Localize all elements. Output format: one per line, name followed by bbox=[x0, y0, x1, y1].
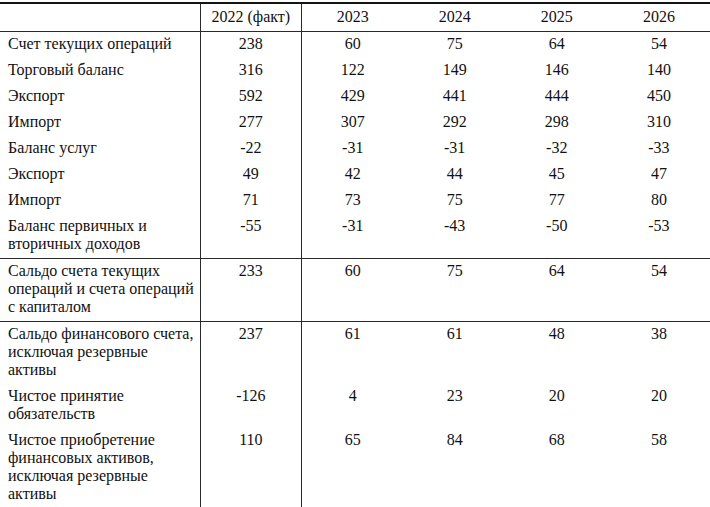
row-label: Сальдо счета текущих операций и счета оп… bbox=[0, 259, 200, 322]
cell-value: 48 bbox=[506, 322, 608, 385]
cell-value: 23 bbox=[404, 384, 506, 428]
cell-value: 58 bbox=[608, 428, 710, 507]
cell-value: -31 bbox=[301, 136, 403, 162]
row-label: Счет текущих операций bbox=[0, 32, 200, 59]
cell-value: 65 bbox=[301, 428, 403, 507]
table-row: Экспорт592429441444450 bbox=[0, 84, 710, 110]
cell-value: -31 bbox=[301, 214, 403, 259]
cell-value: 310 bbox=[608, 110, 710, 136]
balance-of-payments-table: 2022 (факт) 2023 2024 2025 2026 Счет тек… bbox=[0, 2, 710, 507]
table-row: Чистое принятие обязательств-1264232020 bbox=[0, 384, 710, 428]
cell-value: 292 bbox=[404, 110, 506, 136]
cell-value: 38 bbox=[608, 322, 710, 385]
header-row: 2022 (факт) 2023 2024 2025 2026 bbox=[0, 3, 710, 32]
cell-value: 75 bbox=[404, 259, 506, 322]
cell-value: 146 bbox=[506, 58, 608, 84]
column-header-2023: 2023 bbox=[301, 3, 403, 32]
cell-value: 4 bbox=[301, 384, 403, 428]
row-label: Баланс первичных и вторичных доходов bbox=[0, 214, 200, 259]
cell-value: 592 bbox=[200, 84, 301, 110]
cell-value: 316 bbox=[200, 58, 301, 84]
cell-value: 77 bbox=[506, 188, 608, 214]
cell-value: -53 bbox=[608, 214, 710, 259]
cell-value: 450 bbox=[608, 84, 710, 110]
cell-value: 429 bbox=[301, 84, 403, 110]
row-label: Чистое приобретение финансовых активов, … bbox=[0, 428, 200, 507]
cell-value: -33 bbox=[608, 136, 710, 162]
cell-value: -22 bbox=[200, 136, 301, 162]
cell-value: 444 bbox=[506, 84, 608, 110]
cell-value: -32 bbox=[506, 136, 608, 162]
cell-value: 75 bbox=[404, 188, 506, 214]
cell-value: 64 bbox=[506, 32, 608, 59]
cell-value: 45 bbox=[506, 162, 608, 188]
cell-value: 54 bbox=[608, 32, 710, 59]
table-row: Счет текущих операций23860756454 bbox=[0, 32, 710, 59]
row-label: Экспорт bbox=[0, 162, 200, 188]
table-row: Торговый баланс316122149146140 bbox=[0, 58, 710, 84]
cell-value: 60 bbox=[301, 32, 403, 59]
document-page: 2022 (факт) 2023 2024 2025 2026 Счет тек… bbox=[0, 0, 710, 507]
cell-value: 84 bbox=[404, 428, 506, 507]
row-label: Сальдо финансового счета, исключая резер… bbox=[0, 322, 200, 385]
cell-value: 61 bbox=[301, 322, 403, 385]
column-header-2024: 2024 bbox=[404, 3, 506, 32]
cell-value: 238 bbox=[200, 32, 301, 59]
column-header-2025: 2025 bbox=[506, 3, 608, 32]
cell-value: -126 bbox=[200, 384, 301, 428]
cell-value: 122 bbox=[301, 58, 403, 84]
table-row: Баланс услуг-22-31-31-32-33 bbox=[0, 136, 710, 162]
cell-value: 60 bbox=[301, 259, 403, 322]
table-row: Сальдо счета текущих операций и счета оп… bbox=[0, 259, 710, 322]
row-label: Баланс услуг bbox=[0, 136, 200, 162]
cell-value: 73 bbox=[301, 188, 403, 214]
column-header-2022-fact: 2022 (факт) bbox=[200, 3, 301, 32]
cell-value: 61 bbox=[404, 322, 506, 385]
table-row: Чистое приобретение финансовых активов, … bbox=[0, 428, 710, 507]
cell-value: 277 bbox=[200, 110, 301, 136]
table-row: Сальдо финансового счета, исключая резер… bbox=[0, 322, 710, 385]
row-label: Импорт bbox=[0, 188, 200, 214]
cell-value: 71 bbox=[200, 188, 301, 214]
cell-value: -31 bbox=[404, 136, 506, 162]
corner-cell bbox=[0, 3, 200, 32]
cell-value: 47 bbox=[608, 162, 710, 188]
cell-value: 20 bbox=[506, 384, 608, 428]
cell-value: 80 bbox=[608, 188, 710, 214]
row-label: Торговый баланс bbox=[0, 58, 200, 84]
cell-value: -55 bbox=[200, 214, 301, 259]
cell-value: 42 bbox=[301, 162, 403, 188]
cell-value: 49 bbox=[200, 162, 301, 188]
cell-value: 68 bbox=[506, 428, 608, 507]
cell-value: 233 bbox=[200, 259, 301, 322]
row-label: Чистое принятие обязательств bbox=[0, 384, 200, 428]
cell-value: 441 bbox=[404, 84, 506, 110]
table-row: Экспорт4942444547 bbox=[0, 162, 710, 188]
table-row: Импорт7173757780 bbox=[0, 188, 710, 214]
row-label: Экспорт bbox=[0, 84, 200, 110]
row-label: Импорт bbox=[0, 110, 200, 136]
cell-value: 149 bbox=[404, 58, 506, 84]
cell-value: -50 bbox=[506, 214, 608, 259]
table-row: Импорт277307292298310 bbox=[0, 110, 710, 136]
data-table: 2022 (факт) 2023 2024 2025 2026 Счет тек… bbox=[0, 2, 710, 507]
cell-value: 298 bbox=[506, 110, 608, 136]
cell-value: 140 bbox=[608, 58, 710, 84]
table-row: Баланс первичных и вторичных доходов-55-… bbox=[0, 214, 710, 259]
cell-value: 54 bbox=[608, 259, 710, 322]
cell-value: 237 bbox=[200, 322, 301, 385]
cell-value: 307 bbox=[301, 110, 403, 136]
cell-value: 44 bbox=[404, 162, 506, 188]
cell-value: -43 bbox=[404, 214, 506, 259]
column-header-2026: 2026 bbox=[608, 3, 710, 32]
cell-value: 110 bbox=[200, 428, 301, 507]
cell-value: 75 bbox=[404, 32, 506, 59]
cell-value: 20 bbox=[608, 384, 710, 428]
cell-value: 64 bbox=[506, 259, 608, 322]
